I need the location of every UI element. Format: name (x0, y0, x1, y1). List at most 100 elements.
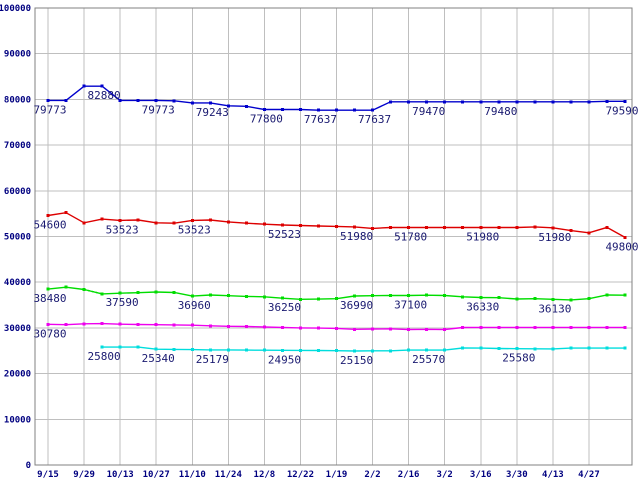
data-point-marker (226, 324, 230, 328)
data-point-marker (479, 100, 483, 104)
x-tick-label: 12/8 (254, 470, 276, 480)
data-value-label: 77800 (250, 112, 283, 125)
data-value-label: 25580 (502, 352, 535, 365)
data-value-label: 36990 (340, 299, 373, 312)
data-point-marker (551, 226, 555, 230)
data-point-marker (118, 291, 122, 295)
data-point-marker (46, 287, 50, 291)
data-point-marker (533, 100, 537, 104)
data-value-label: 79243 (196, 106, 229, 119)
data-point-marker (479, 296, 483, 299)
data-value-label: 38480 (33, 292, 66, 305)
data-point-marker (353, 294, 356, 298)
data-point-marker (190, 348, 194, 352)
y-tick-label: 80000 (4, 95, 31, 105)
data-point-marker (226, 294, 230, 298)
data-point-marker (605, 346, 609, 350)
data-point-marker (172, 323, 176, 327)
data-point-marker (425, 327, 429, 331)
y-tick-label: 30000 (4, 324, 31, 334)
data-value-label: 24950 (268, 353, 301, 366)
data-value-label: 25340 (142, 352, 175, 365)
data-point-marker (226, 104, 230, 108)
data-point-marker (533, 347, 537, 351)
data-point-marker (154, 323, 158, 327)
data-point-marker (298, 348, 302, 352)
data-point-marker (353, 327, 356, 331)
data-point-marker (317, 224, 320, 228)
data-value-label: 82880 (88, 89, 121, 102)
data-point-marker (226, 348, 230, 352)
y-tick-label: 60000 (4, 187, 31, 197)
data-point-marker (551, 100, 555, 104)
data-point-marker (46, 322, 50, 326)
data-point-marker (497, 325, 501, 329)
data-point-marker (262, 325, 266, 329)
data-point-marker (587, 325, 591, 329)
data-point-marker (46, 98, 50, 102)
data-point-marker (407, 348, 411, 352)
data-point-marker (353, 349, 356, 353)
data-point-marker (425, 100, 429, 104)
data-point-marker (335, 326, 338, 330)
data-point-marker (371, 226, 375, 230)
data-point-marker (298, 224, 302, 227)
x-tick-label: 11/24 (215, 470, 243, 480)
data-point-marker (389, 294, 393, 297)
x-tick-label: 2/2 (364, 470, 380, 480)
data-point-marker (280, 296, 284, 300)
data-point-marker (100, 84, 104, 88)
data-point-marker (172, 347, 176, 351)
data-point-marker (136, 218, 140, 222)
data-value-labels: 79773 82880 79773 79243 77800 77637 77637 79470… (33, 89, 638, 367)
data-point-marker (497, 296, 501, 300)
data-point-marker (425, 226, 429, 229)
x-tick-label: 4/27 (578, 470, 600, 480)
x-tick-label: 3/2 (437, 470, 453, 480)
data-point-marker (100, 322, 104, 326)
y-axis-labels: 0 10000 20000 30000 40000 50000 60000 70000 8000… (0, 4, 31, 471)
data-point-marker (497, 100, 501, 104)
y-tick-label: 100000 (0, 4, 31, 14)
data-point-marker (623, 346, 627, 350)
data-point-marker (64, 211, 68, 215)
y-tick-label: 20000 (4, 370, 31, 380)
series-red (46, 211, 627, 239)
data-value-label: 77637 (358, 113, 391, 126)
y-tick-label: 0 (26, 461, 31, 471)
data-point-marker (569, 298, 573, 302)
data-point-marker (280, 348, 284, 352)
data-value-label: 53523 (106, 223, 139, 236)
data-point-marker (461, 100, 465, 104)
data-point-marker (172, 291, 176, 294)
data-point-marker (335, 224, 338, 228)
data-point-marker (533, 225, 537, 229)
data-point-marker (317, 326, 320, 330)
x-tick-label: 10/13 (107, 470, 134, 480)
data-point-marker (335, 349, 338, 353)
data-point-marker (226, 220, 230, 224)
data-point-marker (623, 99, 627, 103)
x-tick-label: 10/27 (143, 470, 170, 480)
data-point-marker (172, 221, 176, 225)
data-value-label: 36130 (538, 302, 571, 315)
data-value-label: 30780 (33, 327, 66, 340)
data-point-marker (389, 349, 393, 353)
data-point-marker (461, 346, 465, 350)
y-tick-label: 40000 (4, 278, 31, 288)
data-point-marker (407, 294, 411, 297)
data-point-marker (136, 98, 140, 102)
data-point-marker (100, 217, 104, 221)
data-point-marker (587, 100, 591, 104)
data-point-marker (82, 221, 86, 225)
data-point-marker (262, 222, 266, 226)
data-point-marker (154, 98, 158, 102)
data-point-marker (262, 295, 266, 299)
x-tick-label: 2/16 (398, 470, 420, 480)
x-tick-label: 3/16 (470, 470, 492, 480)
data-point-marker (244, 221, 248, 225)
data-point-marker (389, 100, 393, 104)
